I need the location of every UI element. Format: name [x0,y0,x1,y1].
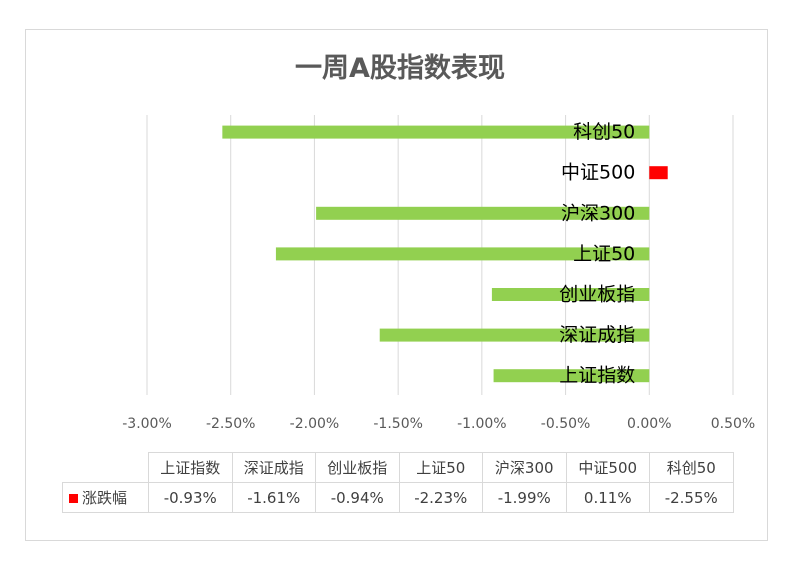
data-table-corner [62,452,149,483]
data-table-value: -1.61% [231,482,316,513]
data-table-legend: 涨跌幅 [62,482,149,513]
data-table-category: 深证成指 [231,452,316,483]
category-label: 上证50 [573,243,635,265]
category-label: 创业板指 [559,284,635,306]
data-table-category: 上证50 [398,452,483,483]
x-tick-label: -1.50% [373,416,423,432]
data-table-value: -2.23% [398,482,483,513]
x-tick-label: -1.00% [457,416,507,432]
legend-label: 涨跌幅 [82,489,128,507]
data-table-category: 创业板指 [315,452,400,483]
chart-title: 一周A股指数表现 [295,53,505,84]
data-table-category: 上证指数 [148,452,233,483]
category-label: 上证指数 [559,365,635,387]
data-table-category: 中证500 [565,452,650,483]
category-label: 中证500 [561,162,635,184]
data-table-category: 沪深300 [482,452,567,483]
x-tick-label: -2.50% [206,416,256,432]
data-table-header-row: 上证指数 深证成指 创业板指 上证50 沪深300 中证500 科创50 [62,452,734,483]
bar [491,288,650,301]
x-tick-label: 0.50% [711,416,755,432]
category-label: 沪深300 [561,202,635,224]
data-table-category: 科创50 [649,452,734,483]
bar [379,328,650,342]
bar [649,166,668,180]
x-tick-label: -3.00% [122,416,172,432]
data-table-value: -1.99% [482,482,567,513]
x-tick-label: -0.50% [541,416,591,432]
data-table-value-row: 涨跌幅 -0.93% -1.61% -0.94% -2.23% -1.99% 0.11% -… [62,482,734,513]
bar [493,369,650,383]
bar [316,206,650,220]
legend-swatch [69,494,78,503]
data-table-value: -0.93% [148,482,233,513]
bar [222,125,650,139]
data-table: 上证指数 深证成指 创业板指 上证50 沪深300 中证500 科创50 涨跌幅 -0.93… [62,452,734,513]
category-label: 科创50 [573,121,635,143]
x-tick-label: -2.00% [290,416,340,432]
category-label: 深证成指 [559,324,635,346]
data-table-value: -2.55% [649,482,734,513]
data-table-value: 0.11% [565,482,650,513]
data-table-value: -0.94% [315,482,400,513]
x-tick-label: 0.00% [627,416,671,432]
bar [275,247,650,261]
